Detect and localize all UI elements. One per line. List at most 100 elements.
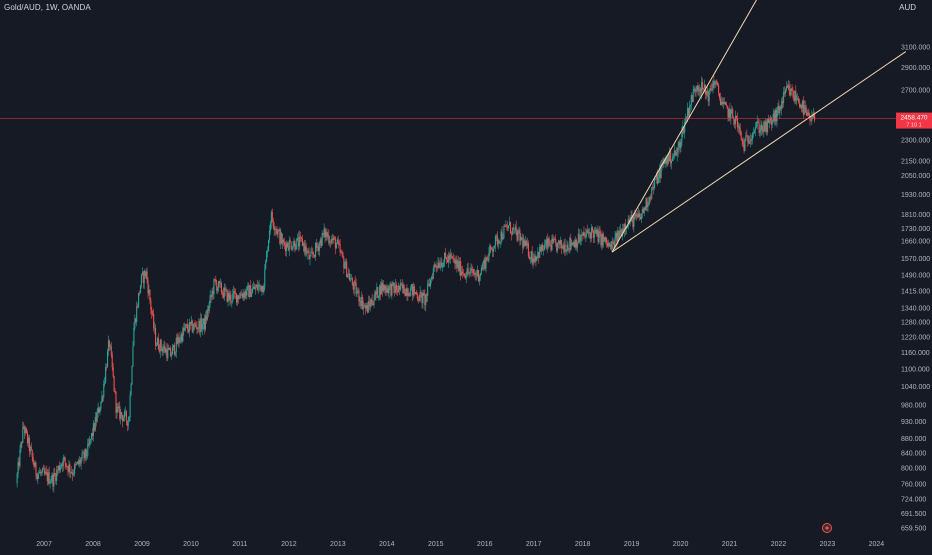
candle-body	[790, 88, 792, 96]
candle-body	[352, 284, 354, 290]
candle-body	[316, 246, 319, 248]
candle-body	[541, 244, 543, 252]
candle-body	[648, 197, 650, 206]
candle-body	[292, 245, 294, 249]
candle-body	[602, 234, 604, 243]
candle-body	[171, 347, 174, 355]
x-tick-label: 2008	[85, 541, 101, 548]
candle-body	[473, 272, 475, 275]
candle-body	[472, 268, 474, 273]
y-tick-label: 1930.000	[901, 192, 930, 199]
currency-label: AUD	[899, 3, 916, 12]
candle-body	[666, 157, 668, 164]
candle-body	[321, 233, 323, 246]
y-tick-label: 1570.000	[901, 256, 930, 263]
candle-body	[119, 406, 121, 419]
x-tick-label: 2018	[575, 541, 591, 548]
candle-body	[42, 468, 45, 470]
candle-body	[717, 82, 719, 86]
candle-body	[93, 423, 95, 431]
candle-body	[769, 117, 771, 121]
candle-body	[107, 340, 110, 351]
candle-body	[363, 305, 365, 309]
candle-body	[150, 300, 152, 310]
candle-body	[550, 244, 552, 251]
candle-body	[596, 230, 598, 234]
candle-body	[433, 264, 435, 269]
candle-body	[68, 464, 70, 472]
candle-body	[187, 329, 190, 332]
candle-body	[144, 271, 146, 277]
x-tick-label: 2022	[771, 541, 787, 548]
candle-body	[376, 287, 378, 295]
candle-body	[215, 279, 217, 283]
candle-body	[191, 320, 193, 332]
candle-body	[626, 226, 628, 229]
y-tick-label: 800.000	[901, 466, 926, 473]
y-tick-label: 1415.000	[901, 288, 930, 295]
candle-body	[399, 283, 401, 290]
candle-body	[493, 248, 495, 252]
candle-body	[299, 236, 302, 238]
candle-body	[622, 228, 624, 237]
candle-body	[768, 120, 771, 123]
candle-body	[491, 247, 493, 250]
candle-body	[94, 416, 96, 431]
candle-body	[702, 82, 704, 90]
candle-body	[251, 292, 253, 297]
y-tick-label: 1730.000	[901, 226, 930, 233]
candle-body	[763, 121, 765, 132]
candle-body	[746, 135, 748, 137]
candle-body	[197, 328, 199, 330]
candle-body	[322, 233, 324, 235]
candle-body	[590, 227, 593, 239]
candle-body	[115, 391, 117, 413]
candle-body	[112, 367, 114, 377]
candle-body	[729, 108, 731, 119]
candle-body	[782, 101, 784, 104]
candle-body	[683, 126, 685, 133]
candle-body	[307, 251, 309, 253]
x-tick-label: 2007	[36, 541, 52, 548]
candle-body	[214, 279, 216, 281]
candle-body	[622, 228, 625, 232]
candle-body	[593, 230, 595, 238]
candle-body	[370, 299, 372, 307]
candle-body	[38, 473, 40, 475]
candle-body	[217, 287, 219, 291]
candle-body	[655, 174, 658, 179]
candle-body	[125, 411, 127, 421]
candle-body	[439, 266, 441, 268]
y-tick-label: 2150.000	[901, 158, 930, 165]
candle-body	[483, 259, 485, 264]
candle-body	[718, 93, 721, 99]
candle-body	[618, 230, 620, 239]
candle-body	[357, 290, 359, 293]
candle-body	[595, 229, 597, 234]
candle-body	[258, 284, 260, 287]
candle-body	[625, 228, 627, 230]
candle-body	[468, 272, 470, 274]
candle-body	[658, 168, 660, 179]
candle-body	[187, 324, 189, 330]
candle-body	[441, 262, 443, 268]
candle-body	[212, 291, 214, 295]
candle-body	[74, 464, 76, 474]
candle-body	[408, 293, 410, 296]
candle-body	[778, 105, 780, 114]
candle-body	[404, 293, 406, 296]
candle-body	[277, 230, 279, 235]
candle-body	[127, 421, 129, 426]
candle-body	[121, 411, 123, 416]
candle-body	[58, 465, 60, 471]
candle-body	[207, 309, 209, 312]
candle-body	[308, 251, 310, 260]
candle-body	[128, 417, 130, 422]
candle-body	[167, 348, 169, 359]
candle-body	[656, 174, 658, 184]
candle-body	[34, 462, 36, 467]
candle-body	[779, 106, 781, 114]
candle-body	[219, 282, 222, 284]
